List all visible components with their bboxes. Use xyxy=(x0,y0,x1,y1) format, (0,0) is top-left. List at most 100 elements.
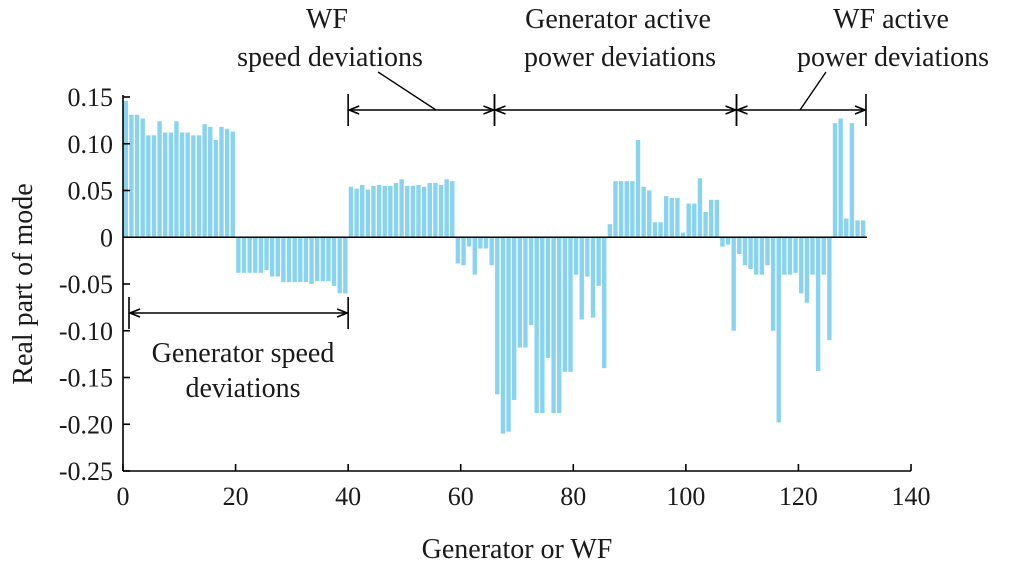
bar xyxy=(832,123,838,238)
bar xyxy=(427,183,432,238)
bar xyxy=(292,237,297,283)
bar xyxy=(236,237,241,273)
bar xyxy=(247,237,252,273)
bar xyxy=(405,185,410,238)
bar xyxy=(466,237,472,247)
x-tick-label: 20 xyxy=(223,482,249,511)
y-tick-label: -0.25 xyxy=(59,457,113,486)
bar xyxy=(731,237,736,331)
leader-line xyxy=(377,71,437,111)
bar xyxy=(433,183,438,238)
x-tick-label: 80 xyxy=(560,482,586,511)
bar xyxy=(511,237,517,400)
bar xyxy=(388,185,393,238)
bar xyxy=(314,237,320,282)
bar xyxy=(303,237,309,283)
bar xyxy=(157,121,162,238)
bar xyxy=(703,212,708,238)
bar xyxy=(179,132,185,238)
bars-group xyxy=(123,100,866,434)
bar xyxy=(331,237,337,286)
bar xyxy=(191,135,196,238)
bar xyxy=(855,220,860,238)
annotation-wf-active-power-deviations: WF active power deviations xyxy=(797,4,989,73)
x-tick-label: 120 xyxy=(779,482,818,511)
bar xyxy=(787,237,793,275)
bar xyxy=(652,222,658,238)
bar xyxy=(804,237,810,303)
y-ticks: 0.15 0.10 0.05 0 -0.05 -0.10 -0.15 -0.20 -0.25 xyxy=(59,83,130,486)
bar xyxy=(253,237,258,273)
y-tick-label: 0 xyxy=(100,223,113,252)
bar xyxy=(224,128,230,238)
bar xyxy=(472,237,477,275)
bar xyxy=(630,181,635,238)
annotation-text-line: WF xyxy=(306,4,348,35)
bar xyxy=(495,237,500,395)
bar xyxy=(146,135,151,238)
annotation-wf-speed-deviations: WF speed deviations xyxy=(237,4,423,73)
y-tick-label: -0.15 xyxy=(59,364,113,393)
bar xyxy=(174,121,179,238)
bar xyxy=(540,237,545,414)
bar xyxy=(838,118,843,238)
annotation-text-line: Generator speed xyxy=(152,338,335,369)
bar xyxy=(410,185,416,238)
y-axis-label: Real part of mode xyxy=(8,183,39,384)
bar xyxy=(523,237,528,348)
bar xyxy=(343,237,348,294)
y-tick-label: 0.15 xyxy=(68,83,114,112)
bar xyxy=(635,140,641,238)
bar xyxy=(202,124,207,238)
bar xyxy=(461,237,466,266)
bar xyxy=(286,237,292,283)
bar xyxy=(647,190,652,238)
bar xyxy=(765,237,770,266)
bar xyxy=(134,114,140,238)
annotation-text-line: power deviations xyxy=(797,42,989,73)
bar xyxy=(258,237,264,273)
annotation-text-line: deviations xyxy=(185,373,300,404)
bar xyxy=(348,186,354,238)
bar xyxy=(602,237,607,369)
bar xyxy=(551,237,556,414)
bar xyxy=(770,237,776,331)
x-tick-label: 40 xyxy=(335,482,361,511)
bar xyxy=(219,126,224,238)
x-tick-label: 140 xyxy=(892,482,931,511)
bar xyxy=(815,237,821,371)
bar xyxy=(776,237,781,423)
bar xyxy=(168,132,174,238)
bar xyxy=(360,184,365,238)
bar xyxy=(506,237,511,432)
bar xyxy=(641,186,646,238)
bar xyxy=(562,237,568,372)
bar xyxy=(483,237,489,249)
bar xyxy=(269,237,275,277)
span-markers xyxy=(128,71,867,329)
bar xyxy=(810,237,815,275)
bar xyxy=(827,237,832,341)
annotation-generator-active-power-deviations: Generator active power deviations xyxy=(524,4,716,73)
bar xyxy=(799,237,804,294)
bar xyxy=(281,237,286,283)
bar xyxy=(213,140,219,238)
y-tick-label: -0.10 xyxy=(59,317,113,346)
y-tick-label: -0.20 xyxy=(59,410,113,439)
bar xyxy=(686,203,691,238)
bar xyxy=(208,126,213,238)
x-ticks: 0 20 40 60 80 100 120 140 xyxy=(117,464,931,511)
bar xyxy=(545,237,551,358)
bar xyxy=(568,237,573,372)
bar xyxy=(393,183,399,238)
annotation-text-line: speed deviations xyxy=(237,42,423,73)
bar xyxy=(782,237,787,275)
axes-group xyxy=(122,95,911,472)
bar xyxy=(725,237,731,245)
annotation-text-line: WF active xyxy=(833,4,949,35)
bar xyxy=(849,123,855,238)
bar xyxy=(320,237,326,282)
bar xyxy=(844,218,849,238)
bar xyxy=(618,181,624,238)
x-axis-label: Generator or WF xyxy=(422,534,613,565)
